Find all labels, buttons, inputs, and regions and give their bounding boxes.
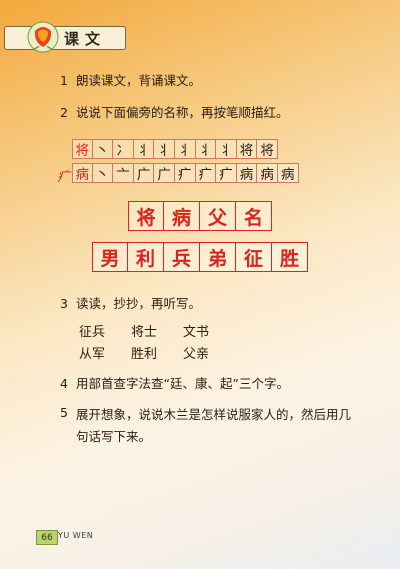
- exercise-item-5: 5 展开想象，说说木兰是怎样说服家人的，然后用几句话写下来。: [60, 404, 360, 448]
- trace-character: 病: [164, 201, 200, 231]
- grid-cell: 疒: [174, 163, 196, 183]
- trace-character: 弟: [200, 242, 236, 272]
- section-title: 课文: [64, 30, 107, 48]
- radical-label: 疒: [57, 170, 71, 185]
- grid-cell: 病: [257, 163, 278, 183]
- grid-cell: 病: [236, 163, 258, 183]
- trace-words-row-2: 男 利 兵 弟 征 胜: [92, 242, 308, 272]
- item-number: 5: [60, 405, 68, 420]
- trace-character: 胜: [272, 242, 308, 272]
- vocab-word: 文书: [183, 325, 210, 340]
- exercise-item-2: 2 说说下面偏旁的名称，再按笔顺描红。: [60, 104, 289, 122]
- trace-character: 将: [128, 201, 164, 231]
- page-number: 66: [36, 530, 58, 545]
- vocab-word: 将士: [131, 325, 158, 340]
- flower-icon: [27, 21, 59, 53]
- footer-label: YU WEN: [58, 531, 94, 540]
- trace-character: 利: [128, 242, 164, 272]
- grid-cell: 疒: [216, 163, 237, 183]
- vocab-word: 从军: [79, 347, 106, 362]
- word-list-row-1: 征兵 将士 文书: [79, 321, 235, 340]
- word-list-row-2: 从军 胜利 父亲: [79, 343, 235, 362]
- grid-cell: 丶: [92, 139, 114, 159]
- stroke-order-grid-bing: 病 丶 亠 广 广 疒 疒 疒 病 病 病: [72, 163, 299, 183]
- item-text: 用部首查字法查“廷、康、起”三个字。: [76, 376, 289, 391]
- item-text: 朗读课文，背诵课文。: [76, 73, 202, 88]
- exercise-item-1: 1 朗读课文，背诵课文。: [60, 72, 201, 90]
- vocab-word: 征兵: [79, 325, 106, 340]
- trace-words-row-1: 将 病 父 名: [128, 201, 272, 231]
- grid-cell: 丬: [174, 139, 196, 159]
- grid-cell: 冫: [113, 139, 134, 159]
- grid-cell: 丬: [154, 139, 175, 159]
- item-text: 说说下面偏旁的名称，再按笔顺描红。: [76, 105, 289, 120]
- grid-cell: 疒: [195, 163, 217, 183]
- grid-cell: 将: [236, 139, 258, 159]
- trace-character: 征: [236, 242, 272, 272]
- item-number: 3: [60, 296, 68, 311]
- grid-cell: 广: [133, 163, 155, 183]
- grid-cell: 丬: [195, 139, 217, 159]
- section-header-tab: [4, 26, 126, 50]
- trace-character: 父: [200, 201, 236, 231]
- trace-character: 兵: [164, 242, 200, 272]
- trace-character: 男: [92, 242, 128, 272]
- exercise-item-3: 3 读读，抄抄，再听写。: [60, 295, 201, 313]
- grid-cell: 丬: [216, 139, 237, 159]
- grid-cell: 丬: [133, 139, 155, 159]
- grid-cell: 丶: [92, 163, 114, 183]
- trace-character: 名: [236, 201, 272, 231]
- grid-cell: 病: [72, 163, 93, 183]
- item-number: 4: [60, 376, 68, 391]
- grid-cell: 广: [154, 163, 175, 183]
- item-number: 1: [60, 73, 68, 88]
- grid-cell: 将: [257, 139, 278, 159]
- grid-cell: 病: [277, 163, 299, 183]
- item-text: 展开想象，说说木兰是怎样说服家人的，然后用几句话写下来。: [76, 407, 352, 444]
- vocab-word: 父亲: [183, 347, 210, 362]
- grid-cell: 将: [72, 139, 93, 159]
- item-text: 读读，抄抄，再听写。: [76, 296, 202, 311]
- stroke-order-grid-jiang: 将 丶 冫 丬 丬 丬 丬 丬 将 将: [72, 139, 278, 159]
- grid-cell: 亠: [113, 163, 134, 183]
- exercise-item-4: 4 用部首查字法查“廷、康、起”三个字。: [60, 375, 289, 393]
- vocab-word: 胜利: [131, 347, 158, 362]
- item-number: 2: [60, 105, 68, 120]
